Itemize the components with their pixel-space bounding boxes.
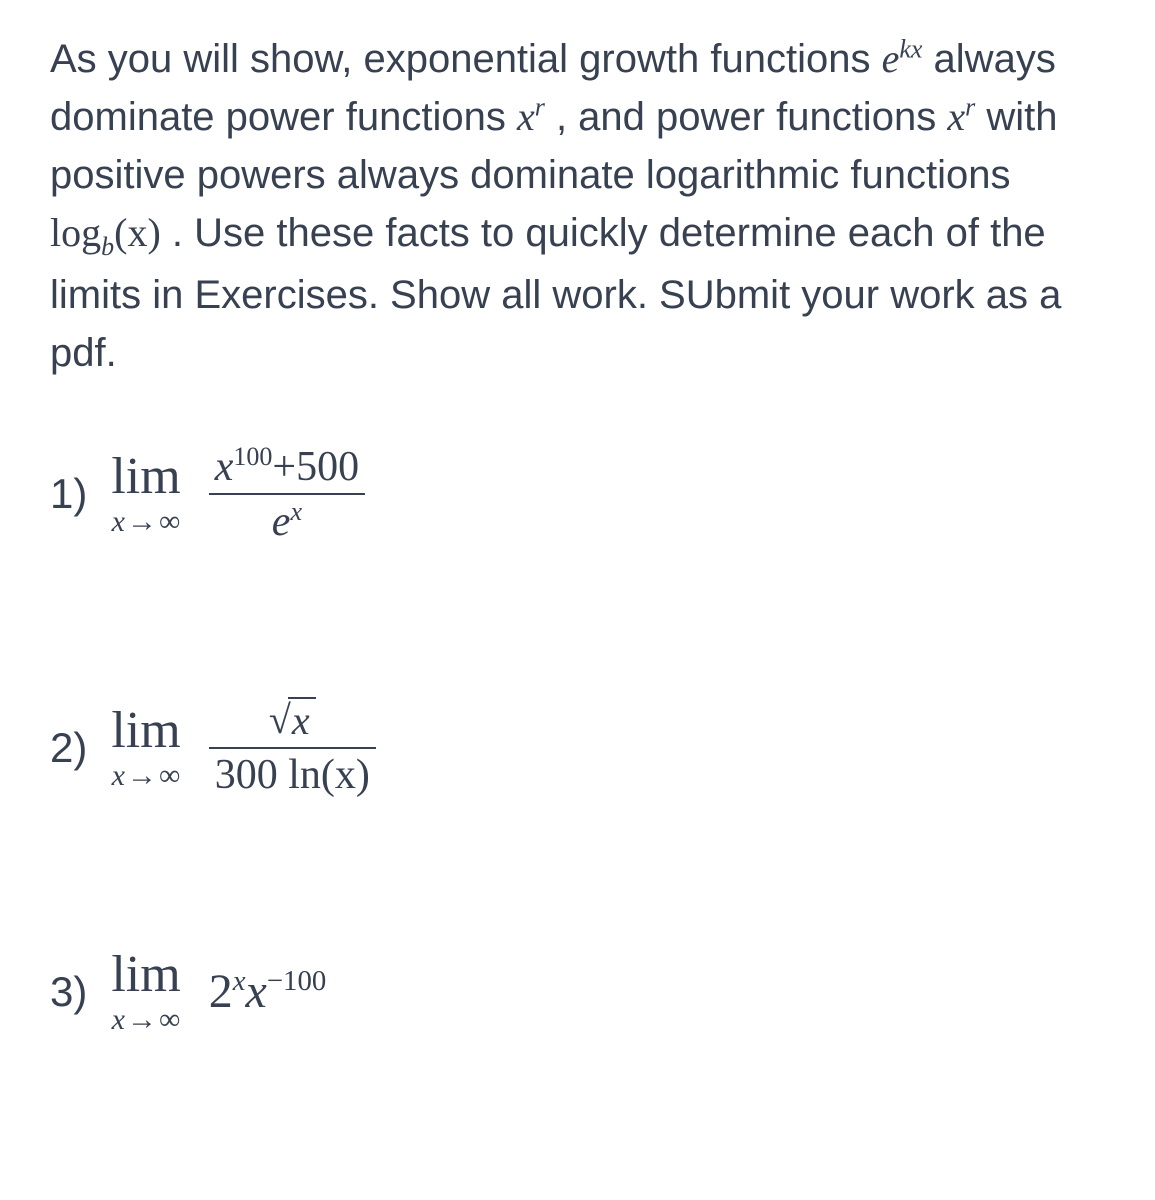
power-function-2: xr (947, 94, 975, 139)
intro-paragraph: As you will show, exponential growth fun… (50, 30, 1115, 382)
lim-word: lim (111, 451, 180, 503)
sqrt-x: √ x (269, 697, 316, 743)
intro-seg3: , and power functions (556, 95, 947, 139)
problem-2-fraction: √ x 300 ln(x) (209, 696, 376, 799)
limit-notation: lim x→∞ (111, 949, 180, 1035)
power-function-1: xr (517, 94, 545, 139)
lim-condition: x→∞ (112, 507, 181, 537)
problem-1-denominator: ex (266, 497, 308, 546)
problem-3-expression: 2xx−100 (209, 964, 327, 1019)
limit-notation: lim x→∞ (111, 451, 180, 537)
log-function: logb(x) (50, 210, 161, 255)
problem-1: 1) lim x→∞ x100+500 ex (50, 442, 1115, 547)
limit-notation: lim x→∞ (111, 705, 180, 791)
fraction-bar (209, 747, 376, 749)
problem-2: 2) lim x→∞ √ x 300 ln(x) (50, 696, 1115, 799)
problem-2-label: 2) (50, 724, 87, 772)
lim-condition: x→∞ (112, 1005, 181, 1035)
problem-1-fraction: x100+500 ex (209, 442, 365, 547)
exp-function: ekx (882, 36, 923, 81)
lim-word: lim (111, 949, 180, 1001)
problem-1-numerator: x100+500 (209, 442, 365, 491)
fraction-bar (209, 493, 365, 495)
problem-2-denominator: 300 ln(x) (209, 751, 376, 799)
lim-condition: x→∞ (112, 761, 181, 791)
intro-seg5: . Use these facts to quickly determine e… (50, 211, 1061, 375)
intro-seg1: As you will show, exponential growth fun… (50, 37, 882, 81)
problem-3: 3) lim x→∞ 2xx−100 (50, 949, 1115, 1035)
lim-word: lim (111, 705, 180, 757)
problem-2-numerator: √ x (263, 696, 322, 744)
problems-list: 1) lim x→∞ x100+500 ex 2) lim x→∞ (50, 442, 1115, 1035)
problem-1-label: 1) (50, 470, 87, 518)
problem-3-label: 3) (50, 968, 87, 1016)
